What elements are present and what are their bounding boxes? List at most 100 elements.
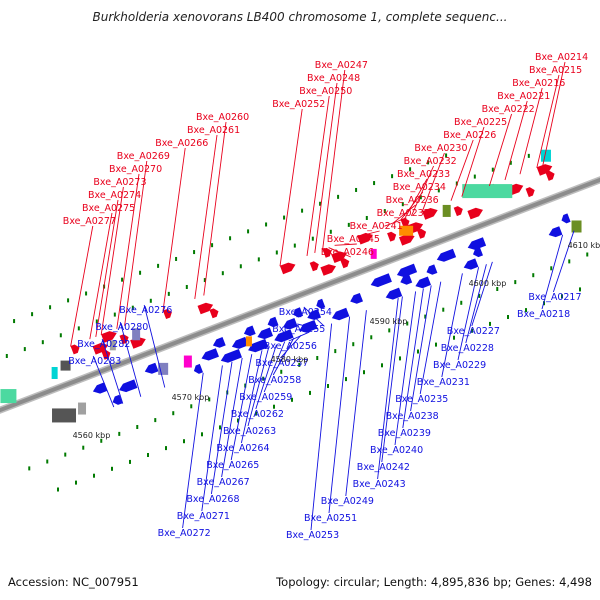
gene-label-bxe_a0229: Bxe_A0229 <box>433 360 486 371</box>
tick-mark <box>525 308 528 313</box>
leader-line <box>119 321 142 397</box>
tick-mark <box>172 411 175 416</box>
reverse-gene-arrow <box>307 309 321 320</box>
gene-label-bxe_a0214: Bxe_A0214 <box>535 52 588 63</box>
tick-mark <box>77 326 80 331</box>
tick-mark <box>417 349 420 354</box>
gene-label-bxe_a0239: Bxe_A0239 <box>378 428 431 439</box>
reverse-gene-arrow <box>92 382 108 394</box>
gene-label-bxe_a0253: Bxe_A0253 <box>286 530 339 541</box>
tick-mark <box>579 287 582 292</box>
tick-mark <box>527 153 530 158</box>
tick-mark <box>424 314 427 319</box>
tick-mark <box>139 270 142 275</box>
tick-mark <box>121 277 124 282</box>
forward-gene-arrow <box>331 251 347 263</box>
leader-line <box>384 217 407 227</box>
tick-mark <box>373 181 376 186</box>
tick-mark <box>370 335 373 340</box>
leader-line <box>328 247 351 258</box>
leader-line <box>279 108 303 267</box>
tick-mark <box>489 321 492 326</box>
gene-label-bxe_a0260: Bxe_A0260 <box>196 112 249 123</box>
tick-mark <box>193 250 196 255</box>
tick-mark <box>406 321 409 326</box>
forward-gene-arrow <box>399 234 415 246</box>
tick-mark <box>95 319 98 324</box>
leader-line <box>377 298 399 480</box>
gene-label-bxe_a0249: Bxe_A0249 <box>321 496 374 507</box>
tick-mark <box>437 188 440 193</box>
tick-mark <box>149 298 152 303</box>
reverse-gene-arrow <box>331 307 350 321</box>
tick-mark <box>568 259 571 264</box>
gene-label-bxe_a0225: Bxe_A0225 <box>454 117 507 128</box>
misc-feature-box <box>245 336 252 347</box>
gene-label-bxe_a0237: Bxe_A0237 <box>377 208 430 219</box>
leader-line <box>210 361 233 495</box>
reverse-gene-arrow <box>220 349 242 363</box>
leader-line <box>322 69 346 250</box>
misc-feature-box <box>540 149 551 162</box>
tick-mark <box>157 263 160 268</box>
gene-label-bxe_a0269: Bxe_A0269 <box>117 151 170 162</box>
tick-mark <box>293 243 296 248</box>
tick-mark <box>23 347 26 352</box>
tick-mark <box>347 222 350 227</box>
tick-mark <box>550 266 553 271</box>
reverse-gene-arrow <box>415 276 431 289</box>
leader-line <box>552 230 575 293</box>
leader-line <box>303 306 325 327</box>
reverse-gene-arrow <box>274 329 294 343</box>
reverse-gene-arrow <box>193 363 203 374</box>
tick-mark <box>291 397 294 402</box>
gene-label-bxe_a0275: Bxe_A0275 <box>82 203 135 214</box>
tick-mark <box>301 208 304 213</box>
forward-gene-arrow <box>340 258 350 269</box>
gene-label-bxe_a0271: Bxe_A0271 <box>177 511 230 522</box>
reverse-gene-arrow <box>112 394 123 405</box>
leader-line <box>345 310 367 497</box>
gene-label-bxe_a0277: Bxe_A0277 <box>63 216 116 227</box>
tick-mark <box>586 252 589 257</box>
reverse-gene-arrow <box>426 264 438 275</box>
tick-mark <box>154 418 157 423</box>
reverse-gene-arrow <box>473 247 483 258</box>
gene-label-bxe_a0234: Bxe_A0234 <box>393 182 446 193</box>
forward-gene-arrow <box>536 164 553 176</box>
tick-mark <box>329 229 332 234</box>
reverse-gene-arrow <box>248 338 269 353</box>
gene-label-bxe_a0222: Bxe_A0222 <box>482 104 535 115</box>
tick-mark <box>257 257 260 262</box>
forward-gene-arrow <box>322 247 332 258</box>
reverse-gene-arrow <box>282 318 298 330</box>
reverse-gene-arrow <box>243 325 256 337</box>
misc-feature-box <box>109 340 116 351</box>
leader-line <box>306 95 330 256</box>
misc-feature-box <box>571 220 582 233</box>
label-leader-lines <box>70 61 575 531</box>
misc-feature-box <box>399 225 414 236</box>
leader-line <box>92 355 115 408</box>
reverse-gene-arrow <box>212 337 226 348</box>
tick-mark <box>208 397 211 402</box>
forward-gene-arrow <box>400 218 410 228</box>
gene-label-bxe_a0230: Bxe_A0230 <box>414 143 467 154</box>
misc-feature-box <box>462 184 513 199</box>
forward-gene-arrow <box>197 302 214 315</box>
reverse-gene-arrow <box>267 316 279 328</box>
tick-mark <box>409 167 412 172</box>
tick-mark <box>239 264 242 269</box>
gene-label-bxe_a0231: Bxe_A0231 <box>417 377 470 388</box>
leader-line <box>400 191 424 221</box>
tick-mark <box>355 187 358 192</box>
tick-mark <box>309 390 312 395</box>
gene-label-bxe_a0226: Bxe_A0226 <box>443 130 496 141</box>
tick-mark <box>75 480 78 485</box>
tick-mark <box>507 315 510 320</box>
leader-line <box>471 261 493 327</box>
gene-label-bxe_a0248: Bxe_A0248 <box>307 73 360 84</box>
leader-line <box>541 234 564 310</box>
leader-line <box>116 173 140 329</box>
